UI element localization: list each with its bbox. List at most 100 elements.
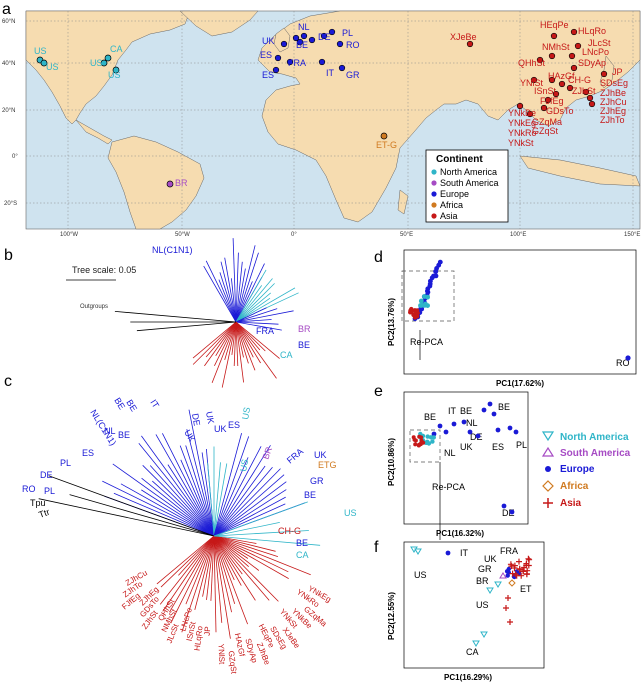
tree-b-br: BR	[298, 324, 311, 334]
tree-c-branch	[152, 480, 215, 537]
map-point	[552, 90, 560, 98]
pca-e-point	[495, 427, 501, 433]
tree-c-branch	[213, 446, 262, 537]
tree-c-branch	[213, 463, 228, 537]
panel-label-f: f	[374, 539, 379, 556]
map-label: YNkRo	[508, 128, 537, 138]
tree-b-be: BE	[298, 340, 310, 350]
tree-c-label: Ttr	[37, 507, 51, 520]
tree-b-branch	[235, 245, 256, 323]
pca-d-zoom-box	[401, 270, 455, 322]
map-point	[466, 40, 474, 48]
pca-f-point	[525, 555, 532, 562]
pca-f-point	[480, 631, 488, 638]
pca-e-point	[451, 421, 457, 427]
tree-c-label: US	[238, 458, 250, 472]
tree-b-branch	[235, 252, 239, 323]
land-south-america	[107, 135, 205, 230]
tree-b-branch	[235, 321, 256, 371]
pca-f-label: ET	[520, 584, 532, 594]
pca-f-point	[499, 572, 507, 579]
tree-b-branch	[220, 261, 237, 323]
lat-tick: 20°N	[2, 108, 15, 114]
tree-c-branch	[213, 445, 271, 537]
map-label: GZqMa	[532, 117, 562, 127]
pca-legend-item: South America	[560, 448, 631, 459]
tree-c-label: UK	[314, 450, 327, 460]
pca-e: Re-PCA BE IT BE BE NL DE ES PL UK NL DE …	[387, 391, 631, 540]
map-label: SDsEg	[600, 78, 628, 88]
pca-legend: North America South America Europe Afric…	[541, 431, 631, 509]
tree-c-branch	[213, 535, 321, 546]
tree-c-label: BE	[118, 430, 130, 440]
tree-c-branch	[213, 503, 286, 537]
tree-b-branch	[235, 321, 280, 359]
legend-box	[425, 149, 509, 223]
tree-b-branch	[235, 319, 272, 323]
tree-b-branch	[192, 321, 237, 359]
pca-e-point	[437, 423, 443, 429]
tree-b-branch	[235, 281, 253, 323]
map-label: YNkSt	[508, 138, 534, 148]
land-north-america	[25, 10, 191, 125]
panel-label-e: e	[374, 383, 383, 400]
map-legend: Continent North America South America Eu…	[425, 149, 509, 223]
map-point	[104, 54, 112, 62]
pca-d-ro: RO	[616, 358, 630, 368]
tree-b-branch	[205, 260, 237, 323]
pca-f-point	[508, 579, 516, 587]
tree-c-branch	[159, 535, 215, 605]
pca-f-point	[494, 581, 502, 588]
map-label: YNkBe	[508, 108, 536, 118]
tree-b-branch	[235, 321, 266, 352]
map-point-ethiopia	[380, 132, 388, 140]
tree-c-label: BE	[296, 538, 308, 548]
tree-b-branch	[231, 278, 237, 323]
tree-c-label: RO	[22, 484, 36, 494]
map-points-north-america	[36, 54, 120, 74]
tree-b-branch	[235, 321, 244, 383]
tree-c-branch	[213, 535, 311, 576]
tree-c-asia-label: GZqSt	[227, 650, 239, 675]
pca-e-point	[481, 407, 487, 413]
tree-c-branch	[213, 530, 309, 537]
map-point-brazil	[166, 180, 174, 188]
legend-item: Africa	[440, 200, 463, 210]
tree-c-branch	[120, 483, 215, 537]
map-label: PL	[342, 28, 353, 38]
panel-label-a: a	[2, 1, 11, 18]
pca-legend-item: Africa	[560, 481, 589, 492]
pca-f-point	[523, 560, 530, 567]
pca-d-point	[419, 302, 425, 308]
map-label: DE	[318, 32, 331, 42]
pca-e-label: BE	[460, 406, 472, 416]
map-label: YNlSt	[520, 78, 544, 88]
pca-e-point	[417, 434, 422, 439]
map-point	[272, 66, 280, 74]
map-point	[40, 59, 48, 67]
map-point	[530, 76, 538, 84]
map-gridlines	[26, 11, 640, 229]
tree-c-branch	[213, 457, 249, 537]
pca-f-label: GR	[478, 564, 492, 574]
pca-e-point	[431, 431, 437, 437]
tree-c-label: BE	[124, 398, 139, 413]
pca-e-point	[425, 434, 430, 439]
tree-b-branch	[235, 292, 271, 323]
legend-item: South America	[440, 178, 499, 188]
map-label: US	[108, 70, 121, 80]
map-label: ZJhEg	[600, 106, 626, 116]
tree-b-branch	[235, 321, 249, 364]
pca-e-label: BE	[424, 412, 436, 422]
tree-c-label: ETG	[318, 460, 337, 470]
legend-title: Continent	[436, 154, 483, 165]
tree-c-branch	[207, 462, 215, 537]
tree-c-label: US	[240, 406, 252, 420]
map-label: RO	[346, 40, 360, 50]
pca-e-label: UK	[460, 442, 473, 452]
tree-c-branch	[213, 535, 223, 623]
pca-f: US IT UK FRA GR BR ET US CA PC1(16.29%) …	[387, 541, 545, 682]
tree-c-label: GR	[310, 476, 324, 486]
lon-tick: 50°W	[175, 232, 190, 238]
map-label-ethiopia: ET-G	[376, 140, 397, 150]
